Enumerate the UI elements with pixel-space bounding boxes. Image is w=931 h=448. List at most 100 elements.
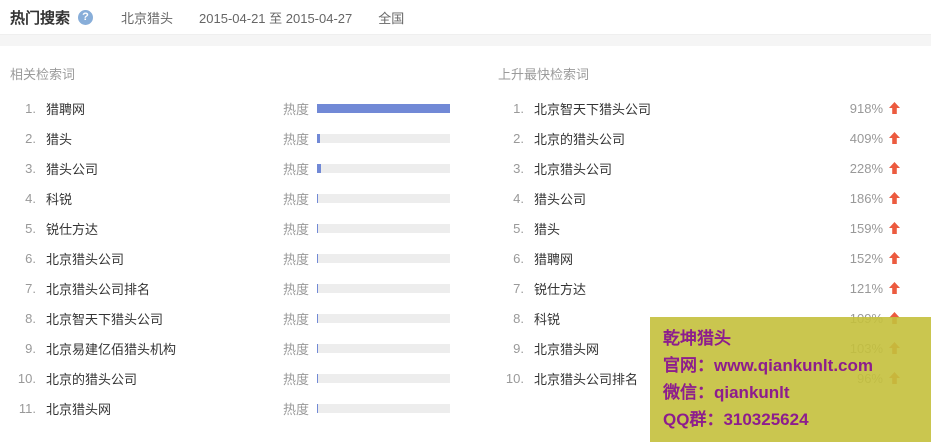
keyword-link[interactable]: 猎头公司 — [534, 191, 587, 207]
list-item: 4. 猎头公司 186% — [498, 183, 900, 213]
rank-number: 9. — [25, 340, 36, 356]
list-item: 1. 猎聘网 热度 — [10, 93, 450, 123]
list-item: 7. 北京猎头公司排名 热度 — [10, 273, 450, 303]
arrow-up-icon — [889, 102, 900, 114]
list-item: 6. 北京猎头公司 热度 — [10, 243, 450, 273]
heat-bar-track — [317, 103, 450, 113]
heat-bar-track — [317, 133, 450, 143]
watermark: 乾坤猎头 官网：www.qiankunlt.com 微信：qiankunlt Q… — [650, 317, 931, 442]
rank-number: 7. — [513, 280, 524, 296]
arrow-up-icon — [889, 252, 900, 264]
keyword-link[interactable]: 科锐 — [46, 191, 73, 207]
heat-label: 热度 — [282, 161, 309, 177]
keyword-link[interactable]: 猎聘网 — [46, 101, 86, 117]
watermark-wechat: 微信：qiankunlt — [663, 383, 790, 402]
page-title: 热门搜索 — [10, 9, 71, 27]
rising-terms-panel: 上升最快检索词 1. 北京智天下猎头公司 918% 2. 北京的猎头公司 409… — [498, 64, 921, 423]
heat-bar-track — [317, 343, 450, 353]
related-terms-panel: 相关检索词 1. 猎聘网 热度 2. 猎头 热度 3. 猎头公司 热度 4. 科… — [10, 64, 450, 423]
main-content: 相关检索词 1. 猎聘网 热度 2. 猎头 热度 3. 猎头公司 热度 4. 科… — [0, 46, 931, 423]
keyword-link[interactable]: 北京智天下猎头公司 — [534, 101, 652, 117]
rank-number: 3. — [25, 160, 36, 176]
rank-number: 2. — [25, 130, 36, 146]
heat-label: 热度 — [282, 281, 309, 297]
heat-label: 热度 — [282, 371, 309, 387]
heat-label: 热度 — [282, 101, 309, 117]
list-item: 10. 北京的猎头公司 热度 — [10, 363, 450, 393]
list-item: 3. 北京猎头公司 228% — [498, 153, 900, 183]
filter-region: 全国 — [378, 10, 405, 26]
heat-label: 热度 — [282, 401, 309, 417]
change-percent: 409% — [849, 130, 883, 146]
list-item: 9. 北京易建亿佰猎头机构 热度 — [10, 333, 450, 363]
keyword-link[interactable]: 北京的猎头公司 — [46, 371, 138, 387]
keyword-link[interactable]: 猎头 — [534, 221, 561, 237]
change-percent: 159% — [849, 220, 883, 236]
heat-bar-track — [317, 193, 450, 203]
keyword-link[interactable]: 北京智天下猎头公司 — [46, 311, 164, 327]
keyword-link[interactable]: 猎头公司 — [46, 161, 99, 177]
filter-keyword: 北京猎头 — [121, 10, 174, 26]
arrow-up-icon — [889, 222, 900, 234]
filter-bar: 北京猎头 2015-04-21 至 2015-04-27 全国 — [121, 8, 430, 27]
keyword-link[interactable]: 北京猎头网 — [46, 401, 112, 417]
keyword-link[interactable]: 北京易建亿佰猎头机构 — [46, 341, 177, 357]
list-item: 1. 北京智天下猎头公司 918% — [498, 93, 900, 123]
filter-date-range: 2015-04-21 至 2015-04-27 — [199, 10, 353, 26]
heat-label: 热度 — [282, 251, 309, 267]
heat-bar-track — [317, 373, 450, 383]
heat-bar-fill — [317, 253, 319, 263]
list-item: 11. 北京猎头网 热度 — [10, 393, 450, 423]
arrow-up-icon — [889, 192, 900, 204]
rank-number: 6. — [25, 250, 36, 266]
list-item: 7. 锐仕方达 121% — [498, 273, 900, 303]
list-item: 2. 北京的猎头公司 409% — [498, 123, 900, 153]
heat-bar-track — [317, 313, 450, 323]
rank-number: 5. — [25, 220, 36, 236]
rank-number: 2. — [513, 130, 524, 146]
change-percent: 152% — [849, 250, 883, 266]
list-item: 5. 锐仕方达 热度 — [10, 213, 450, 243]
keyword-link[interactable]: 北京的猎头公司 — [534, 131, 626, 147]
heat-bar-fill — [317, 343, 319, 353]
rank-number: 8. — [513, 310, 524, 326]
heat-bar-fill — [317, 223, 319, 233]
rank-number: 8. — [25, 310, 36, 326]
heat-label: 热度 — [282, 131, 309, 147]
keyword-link[interactable]: 锐仕方达 — [46, 221, 99, 237]
arrow-up-icon — [889, 162, 900, 174]
list-item: 5. 猎头 159% — [498, 213, 900, 243]
heat-label: 热度 — [282, 221, 309, 237]
change-percent: 228% — [849, 160, 883, 176]
heat-bar-track — [317, 253, 450, 263]
heat-bar-fill — [317, 103, 450, 113]
list-item: 4. 科锐 热度 — [10, 183, 450, 213]
change-percent: 186% — [849, 190, 883, 206]
list-item: 8. 北京智天下猎头公司 热度 — [10, 303, 450, 333]
list-item: 2. 猎头 热度 — [10, 123, 450, 153]
heat-bar-track — [317, 283, 450, 293]
change-percent: 918% — [849, 100, 883, 116]
keyword-link[interactable]: 北京猎头公司排名 — [534, 371, 639, 387]
keyword-link[interactable]: 北京猎头公司排名 — [46, 281, 151, 297]
heat-bar-fill — [317, 403, 319, 413]
keyword-link[interactable]: 锐仕方达 — [534, 281, 587, 297]
change-percent: 121% — [849, 280, 883, 296]
keyword-link[interactable]: 猎聘网 — [534, 251, 574, 267]
keyword-link[interactable]: 猎头 — [46, 131, 73, 147]
rising-terms-title: 上升最快检索词 — [498, 67, 590, 82]
heat-bar-track — [317, 163, 450, 173]
keyword-link[interactable]: 科锐 — [534, 311, 561, 327]
rising-terms-list: 1. 北京智天下猎头公司 918% 2. 北京的猎头公司 409% 3. 北京猎… — [498, 93, 900, 393]
keyword-link[interactable]: 北京猎头公司 — [534, 161, 613, 177]
rank-number: 10. — [17, 370, 36, 386]
watermark-qq-group: QQ群：310325624 — [663, 410, 809, 429]
rank-number: 7. — [25, 280, 36, 296]
arrow-up-icon — [889, 132, 900, 144]
heat-bar-fill — [317, 313, 319, 323]
rank-number: 4. — [25, 190, 36, 206]
keyword-link[interactable]: 北京猎头公司 — [46, 251, 125, 267]
help-icon[interactable]: ? — [78, 9, 94, 25]
keyword-link[interactable]: 北京猎头网 — [534, 341, 600, 357]
rank-number: 1. — [25, 100, 36, 116]
